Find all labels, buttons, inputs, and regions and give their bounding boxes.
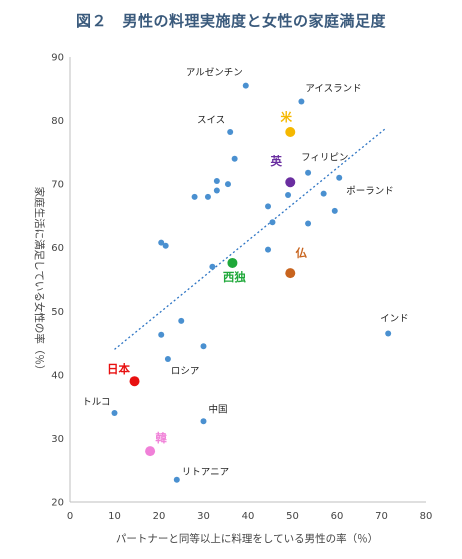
x-tick-label: 40 <box>242 511 255 522</box>
point-label: フィリピン <box>301 153 348 164</box>
data-point <box>158 331 165 338</box>
data-point <box>265 246 272 253</box>
data-point <box>285 191 292 198</box>
x-tick-label: 70 <box>375 511 388 522</box>
data-point <box>385 330 392 337</box>
x-tick-label: 0 <box>67 511 73 522</box>
highlight-point <box>285 177 296 188</box>
x-tick-label: 30 <box>197 511 210 522</box>
axes: 0 10 20 30 40 50 60 70 80 20 30 40 50 60 70 80 90 <box>51 53 432 523</box>
y-tick-label: 30 <box>51 434 64 445</box>
point-label: トルコ <box>82 397 110 408</box>
data-point <box>269 219 276 226</box>
point-label: 中国 <box>209 403 228 415</box>
data-point <box>331 207 338 214</box>
highlight-point <box>227 257 238 268</box>
point-label: アルゼンチン <box>186 67 243 79</box>
y-tick-label: 70 <box>51 180 64 191</box>
y-tick-label: 80 <box>51 116 64 127</box>
highlight-point <box>285 268 296 279</box>
point-label: スイス <box>197 115 225 126</box>
point-label: ロシア <box>171 366 200 377</box>
point-label: インド <box>380 314 409 325</box>
data-point <box>336 174 343 181</box>
data-point <box>204 193 211 200</box>
highlight-point <box>285 127 296 138</box>
data-point <box>305 169 312 176</box>
data-point <box>200 343 207 350</box>
data-point <box>224 181 231 188</box>
x-axis-title: パートナーと同等以上に料理をしている男性の率（％） <box>116 532 378 545</box>
point-label: ポーランド <box>346 186 394 197</box>
highlight-point-label: 仏 <box>296 246 308 260</box>
data-point <box>298 98 305 105</box>
highlight-point <box>145 446 156 457</box>
data-points <box>111 82 392 483</box>
data-point <box>213 187 220 194</box>
highlight-point-label: 日本 <box>107 362 130 376</box>
data-point <box>320 190 327 197</box>
y-tick-label: 40 <box>51 370 64 381</box>
y-axis-title: 家庭生活に満足している女性の率（％） <box>33 187 46 376</box>
data-point <box>111 410 118 416</box>
data-point <box>173 476 180 483</box>
data-point <box>158 239 165 246</box>
data-point <box>231 155 238 162</box>
x-tick-label: 60 <box>331 511 344 522</box>
data-point <box>265 203 272 210</box>
highlight-point-label: 米 <box>280 110 293 124</box>
data-point <box>164 355 171 362</box>
x-tick-label: 20 <box>153 511 166 522</box>
x-tick-label: 10 <box>108 511 121 522</box>
x-tick-label: 50 <box>286 511 299 522</box>
data-point <box>200 418 207 425</box>
data-point <box>213 177 220 184</box>
chart-title: 図２ 男性の料理実施度と女性の家庭満足度 <box>75 12 386 30</box>
data-point <box>227 129 234 136</box>
highlight-point-label: 英 <box>270 154 283 168</box>
highlight-point <box>129 376 140 387</box>
point-label: リトアニア <box>182 467 229 478</box>
highlight-point-label: 西独 <box>223 270 246 284</box>
y-tick-label: 60 <box>51 243 64 254</box>
x-tick-label: 80 <box>420 511 433 522</box>
point-label: アイスランド <box>305 84 361 95</box>
data-point <box>242 82 249 89</box>
data-point <box>178 317 185 324</box>
data-point <box>191 193 198 200</box>
highlight-point-label: 韓 <box>155 431 167 445</box>
data-point <box>162 242 169 249</box>
y-tick-label: 90 <box>51 53 64 64</box>
data-point <box>305 220 312 227</box>
y-tick-label: 20 <box>51 498 64 509</box>
y-tick-label: 50 <box>51 307 64 318</box>
data-point <box>209 263 216 270</box>
